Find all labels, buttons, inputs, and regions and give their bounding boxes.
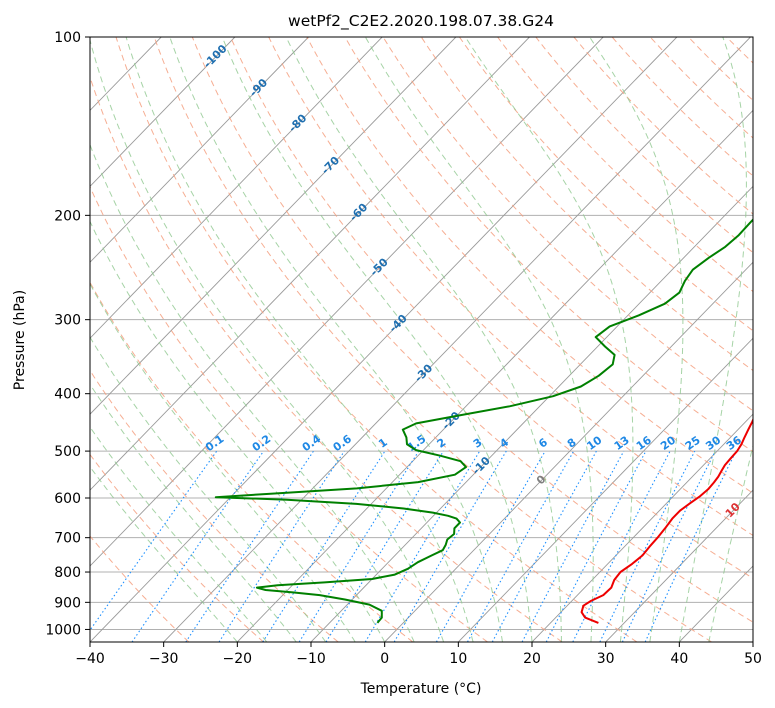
moist-adiabats <box>90 37 753 642</box>
x-tick-label: 30 <box>597 651 615 667</box>
mixing-ratio-line <box>491 450 597 642</box>
moist-adiabat-line <box>90 282 356 642</box>
dry-adiabat-line <box>90 281 414 642</box>
x-tick-label: 40 <box>670 651 688 667</box>
moist-adiabat-line <box>285 37 562 642</box>
y-axis: 100 200 300 400 500 600 700 800 900 1000 <box>45 30 90 638</box>
chart-title: wetPf2_C2E2.2020.198.07.38.G24 <box>288 12 554 31</box>
mixing-ratio-line <box>521 450 625 642</box>
x-axis-label: Temperature (°C) <box>360 681 482 697</box>
isotherm-line <box>531 413 753 642</box>
y-tick-label: 900 <box>54 595 81 611</box>
isotherm-line <box>163 37 751 642</box>
y-tick-label: 400 <box>54 387 81 403</box>
moist-adiabat-line <box>678 37 747 642</box>
y-tick-label: 800 <box>54 565 81 581</box>
moist-adiabat-line <box>125 37 474 642</box>
temperature-profile-line <box>580 417 753 624</box>
dry-adiabat-line <box>191 37 753 623</box>
mixing-ratio-line <box>218 450 345 642</box>
dry-adiabat-line <box>90 75 563 642</box>
mixing-ratio-line <box>131 450 265 642</box>
y-tick-label: 200 <box>54 208 81 224</box>
isotherm-line <box>605 489 753 642</box>
mixing-ratio-line <box>262 450 386 642</box>
dry-adiabat-line <box>90 369 339 642</box>
x-tick-label: −40 <box>75 651 105 667</box>
mixing-ratio-line <box>467 450 575 642</box>
isotherm-line <box>90 37 309 263</box>
moist-adiabat-line <box>169 37 503 642</box>
mixing-ratio-line <box>90 450 218 632</box>
x-axis: −40 −30 −20 −10 0 10 20 30 40 50 <box>75 642 762 667</box>
x-tick-label: 50 <box>744 651 762 667</box>
moist-adiabat-line <box>464 37 634 642</box>
y-axis-label: Pressure (hPa) <box>12 290 28 390</box>
mixing-ratio-line <box>325 450 444 642</box>
x-tick-label: 20 <box>523 651 541 667</box>
y-tick-label: 600 <box>54 491 81 507</box>
isotherm-line <box>236 109 753 642</box>
mixing-ratio-line <box>572 450 671 642</box>
moist-adiabat-line <box>90 466 238 642</box>
isotherm-line <box>384 261 753 642</box>
mixing-ratio-lines <box>90 450 737 642</box>
sounding-profiles <box>214 218 753 624</box>
y-tick-label: 1000 <box>45 622 81 638</box>
dry-adiabats <box>90 37 753 642</box>
isotherm-line <box>90 37 383 339</box>
isotherm-line <box>90 37 236 188</box>
isotherm-line <box>90 37 604 567</box>
moist-adiabat-line <box>589 37 684 642</box>
isotherm-grid <box>90 37 753 642</box>
x-tick-label: 0 <box>380 651 389 667</box>
moist-adiabat-line <box>90 383 297 642</box>
y-tick-label: 500 <box>54 444 81 460</box>
dry-adiabat-line <box>90 453 264 642</box>
x-tick-label: 10 <box>449 651 467 667</box>
y-tick-label: 100 <box>54 30 81 46</box>
isotherm-line <box>457 337 753 642</box>
mixing-ratio-line <box>599 450 696 642</box>
moist-adiabat-line <box>90 143 415 642</box>
dry-adiabat-line <box>90 185 488 642</box>
moist-adiabat-line <box>221 37 533 642</box>
isotherm-line <box>90 37 678 642</box>
dewpoint-profile-line <box>214 218 753 624</box>
isotherm-line <box>310 185 753 642</box>
moist-adiabat-line <box>90 426 268 642</box>
x-tick-label: −20 <box>223 651 253 667</box>
mixing-ratio-line <box>185 450 314 642</box>
plot-frame <box>89 36 754 643</box>
x-tick-label: −30 <box>149 651 179 667</box>
dry-adiabat-line <box>497 37 753 293</box>
x-tick-label: −10 <box>296 651 326 667</box>
isotherm-line <box>90 37 457 415</box>
moist-adiabat-line <box>90 336 327 642</box>
isotherm-line <box>90 37 530 491</box>
moist-adiabat-line <box>90 38 445 642</box>
dry-adiabat-line <box>115 37 638 642</box>
isobar-grid <box>90 37 753 630</box>
moist-adiabat-line <box>708 443 753 642</box>
y-tick-label: 700 <box>54 531 81 547</box>
y-tick-label: 300 <box>54 313 81 329</box>
